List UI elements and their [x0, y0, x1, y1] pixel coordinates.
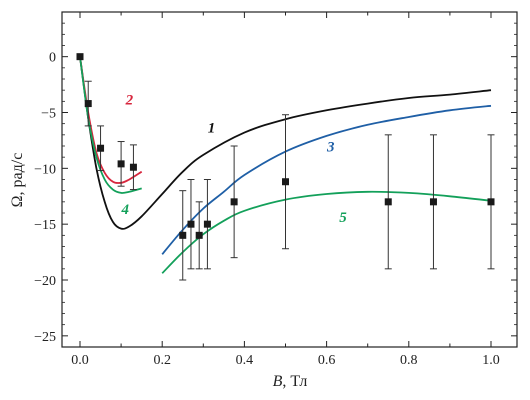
series-4-line [79, 56, 142, 194]
x-tick-label: 0.8 [400, 353, 418, 368]
data-point [129, 163, 137, 171]
x-tick-label: 1.0 [482, 353, 500, 368]
data-point [97, 144, 105, 152]
data-point [117, 160, 125, 168]
data-point [384, 198, 392, 206]
curve-label-3: 3 [326, 140, 335, 156]
curve-label-2: 2 [125, 93, 134, 109]
data-point [187, 220, 195, 228]
curve-labels: 1 2 3 4 5 [120, 93, 347, 226]
x-axis-label: B, Тл [273, 373, 308, 390]
y-ticks: 0 −5 −10 −15 −20 −25 [34, 11, 517, 348]
data-point [195, 231, 203, 239]
x-tick-label: 0.6 [318, 353, 336, 368]
y-axis-var: Ω [9, 195, 26, 207]
y-tick-label: −10 [34, 162, 56, 177]
data-point [230, 198, 238, 206]
y-tick-label: −5 [41, 107, 56, 122]
x-axis-var: B [273, 373, 283, 390]
series-2-line [79, 56, 143, 184]
curve-label-1: 1 [208, 121, 216, 137]
y-axis-unit: , рад/с [9, 153, 26, 196]
y-tick-label: 0 [49, 51, 56, 66]
curve-label-4: 4 [120, 202, 129, 218]
data-point [179, 231, 187, 239]
curve-label-5: 5 [339, 210, 347, 226]
data-markers [76, 53, 495, 239]
data-point [429, 198, 437, 206]
x-axis-unit: , Тл [282, 373, 307, 390]
series-5-line [161, 190, 492, 274]
y-axis-label: Ω, рад/с [9, 153, 26, 208]
x-tick-label: 0.4 [236, 353, 254, 368]
data-point [76, 53, 84, 61]
y-tick-label: −25 [34, 330, 56, 345]
y-tick-label: −20 [34, 274, 56, 289]
x-tick-label: 0.2 [153, 353, 171, 368]
x-ticks: 0.0 0.2 0.4 0.6 0.8 1.0 [71, 12, 500, 368]
data-point [84, 100, 92, 108]
y-tick-label: −15 [34, 218, 56, 233]
x-tick-label: 0.0 [71, 353, 89, 368]
error-bars [84, 80, 495, 281]
series-1-line [79, 56, 492, 230]
data-point [203, 220, 211, 228]
data-point [487, 198, 495, 206]
data-point [282, 178, 289, 186]
